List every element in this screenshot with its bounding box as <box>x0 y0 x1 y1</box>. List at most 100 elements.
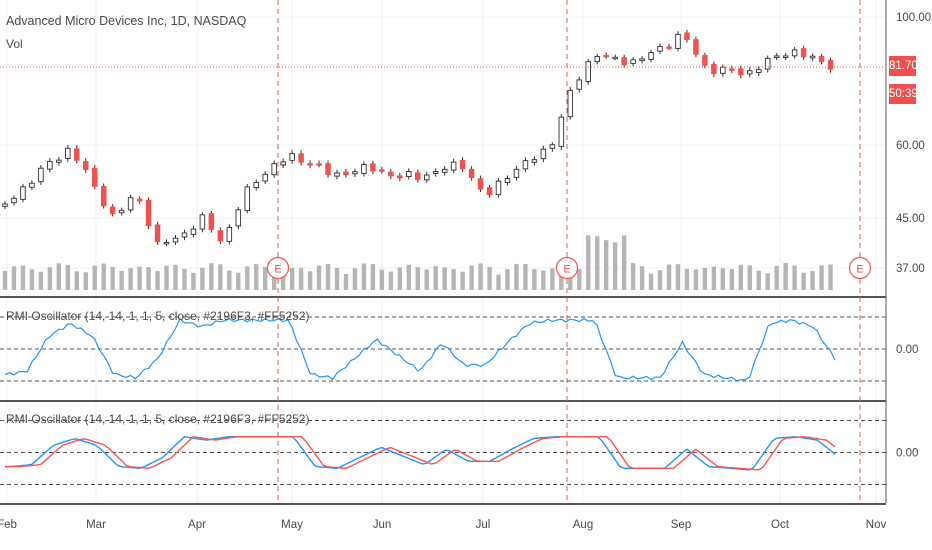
price-tick-label: 60.00 <box>896 140 925 152</box>
volume-bar <box>451 269 456 290</box>
candle-up <box>549 144 556 149</box>
volume-bar <box>74 271 79 290</box>
volume-bar <box>639 266 645 290</box>
price-tick-label: 45.00 <box>896 213 925 225</box>
volume-bar <box>254 264 259 290</box>
volume-bar <box>684 268 690 290</box>
volume-bar <box>532 269 537 290</box>
candle-up <box>657 45 663 52</box>
candle-up <box>432 171 439 174</box>
month-label: Nov <box>866 519 887 531</box>
volume-bar <box>406 264 411 290</box>
rmi-line <box>4 317 836 382</box>
candle-up <box>558 116 565 147</box>
candle-down <box>136 198 143 202</box>
candle-up <box>2 203 8 207</box>
candle-up <box>764 57 771 70</box>
volume-bar <box>38 271 44 290</box>
volume-bar <box>92 265 97 290</box>
candle-up <box>540 148 547 160</box>
month-label: Mar <box>86 519 106 531</box>
volume-bar <box>137 266 142 290</box>
candle-up <box>809 55 816 59</box>
volume-bar <box>801 272 806 290</box>
candle-down <box>415 172 421 180</box>
candle-down <box>316 163 322 166</box>
candle-up <box>755 69 762 73</box>
pane-divider-2 <box>0 503 886 505</box>
volume-bar <box>83 272 88 290</box>
candle-up <box>773 55 780 58</box>
volume-bar <box>577 269 582 290</box>
candle-up <box>235 209 242 227</box>
volume-bar <box>595 236 600 290</box>
earnings-badge-2 <box>848 256 872 280</box>
volume-bar <box>110 266 115 290</box>
volume-bar <box>164 265 169 290</box>
price-tick-label: 100.00 <box>896 12 931 24</box>
pane-divider-0 <box>0 296 886 298</box>
candle-down <box>217 230 224 242</box>
volume-bar <box>630 263 636 290</box>
volume-bar <box>236 272 241 290</box>
candle-up <box>199 214 206 230</box>
volume-bar <box>810 271 815 290</box>
volume-bar <box>747 265 752 290</box>
volume-bar <box>388 271 394 290</box>
volume-bar <box>828 264 833 290</box>
candle-up <box>181 232 188 238</box>
candle-down <box>738 68 744 76</box>
volume-bar <box>361 263 367 290</box>
volume-bar <box>370 264 376 290</box>
pane-divider-1 <box>0 400 886 402</box>
candle-up <box>226 227 233 242</box>
volume-bar <box>648 273 654 290</box>
volume-bar <box>352 268 358 290</box>
candle-up <box>567 89 574 118</box>
candle-down <box>74 148 80 161</box>
volume-bar <box>47 267 53 290</box>
volume-bar <box>505 269 510 290</box>
volume-bar <box>146 267 151 290</box>
candle-up <box>163 241 170 245</box>
volume-bar <box>280 267 286 290</box>
volume-bar <box>586 235 591 290</box>
volume-bar <box>469 265 474 290</box>
candle-up <box>630 59 636 64</box>
volume-bar <box>568 267 573 290</box>
volume-label: Vol <box>6 37 23 51</box>
volume-bar <box>200 267 205 290</box>
candle-down <box>468 168 475 179</box>
candle-down <box>397 175 403 179</box>
candle-up <box>594 56 600 63</box>
candle-up <box>441 168 448 173</box>
month-label: Feb <box>0 519 17 531</box>
candle-up <box>262 173 268 182</box>
volume-bar <box>11 266 17 290</box>
volume-bar <box>245 266 250 290</box>
candle-up <box>253 182 259 189</box>
month-label: Aug <box>573 519 593 531</box>
candle-up <box>585 61 591 82</box>
candle-down <box>486 187 493 196</box>
candle-down <box>145 199 152 227</box>
candle-down <box>91 167 98 187</box>
volume-bar <box>379 269 385 290</box>
candle-down <box>154 224 161 243</box>
candle-up <box>648 52 654 61</box>
candle-down <box>702 55 708 66</box>
candle-up <box>29 182 35 188</box>
candle-up <box>406 171 412 178</box>
candle-up <box>289 153 295 161</box>
volume-bar <box>227 270 232 290</box>
candle-up <box>334 172 340 177</box>
volume-bar <box>343 273 349 290</box>
candle-down <box>298 153 304 163</box>
candle-up <box>118 209 125 214</box>
volume-bar <box>218 264 223 290</box>
volume-bar <box>101 263 106 290</box>
month-label: Oct <box>771 519 790 531</box>
volume-bar <box>720 268 726 290</box>
month-label: Apr <box>188 519 206 531</box>
